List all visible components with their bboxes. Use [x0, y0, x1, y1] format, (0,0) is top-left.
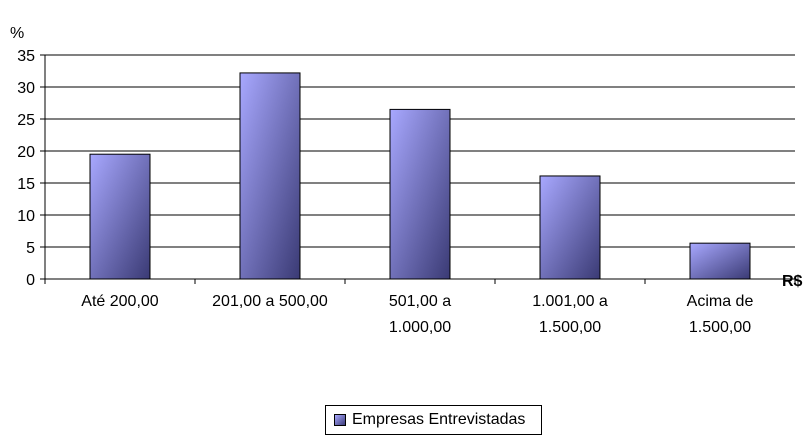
- x-category-label: 501,00 a: [389, 293, 451, 310]
- y-axis-unit-label: %: [10, 25, 24, 42]
- bar: [389, 108, 451, 280]
- x-category-label: 1.500,00: [539, 319, 601, 336]
- y-axis-ticks: 0 5 10 15 20 25 30 35: [17, 48, 45, 289]
- legend-series-label: Empresas Entrevistadas: [352, 411, 526, 428]
- y-tick-label: 5: [26, 240, 35, 257]
- bars: [89, 72, 751, 280]
- y-tick-label: 15: [17, 176, 35, 193]
- y-tick-label: 10: [17, 208, 35, 225]
- y-tick-label: 0: [26, 272, 35, 289]
- x-category-label: 1.001,00 a: [532, 293, 608, 310]
- y-tick-label: 25: [17, 112, 35, 129]
- y-tick-label: 30: [17, 80, 35, 97]
- legend-swatch: [334, 414, 346, 426]
- bar: [89, 153, 151, 280]
- x-category-label: Acima de: [687, 293, 754, 310]
- x-category-label: 1.500,00: [689, 319, 751, 336]
- y-tick-label: 20: [17, 144, 35, 161]
- x-category-label: 1.000,00: [389, 319, 451, 336]
- x-axis-category-labels: Até 200,00 201,00 a 500,00 501,00 a 1.000,0…: [81, 293, 753, 336]
- x-category-label: Até 200,00: [81, 293, 159, 310]
- bar: [689, 242, 751, 280]
- legend: Empresas Entrevistadas: [325, 405, 542, 435]
- y-tick-label: 35: [17, 48, 35, 65]
- x-axis-unit-label: R$: [782, 273, 803, 290]
- axes: [44, 55, 796, 284]
- bar: [239, 72, 301, 280]
- bar: [539, 175, 601, 280]
- x-category-label: 201,00 a 500,00: [212, 293, 328, 310]
